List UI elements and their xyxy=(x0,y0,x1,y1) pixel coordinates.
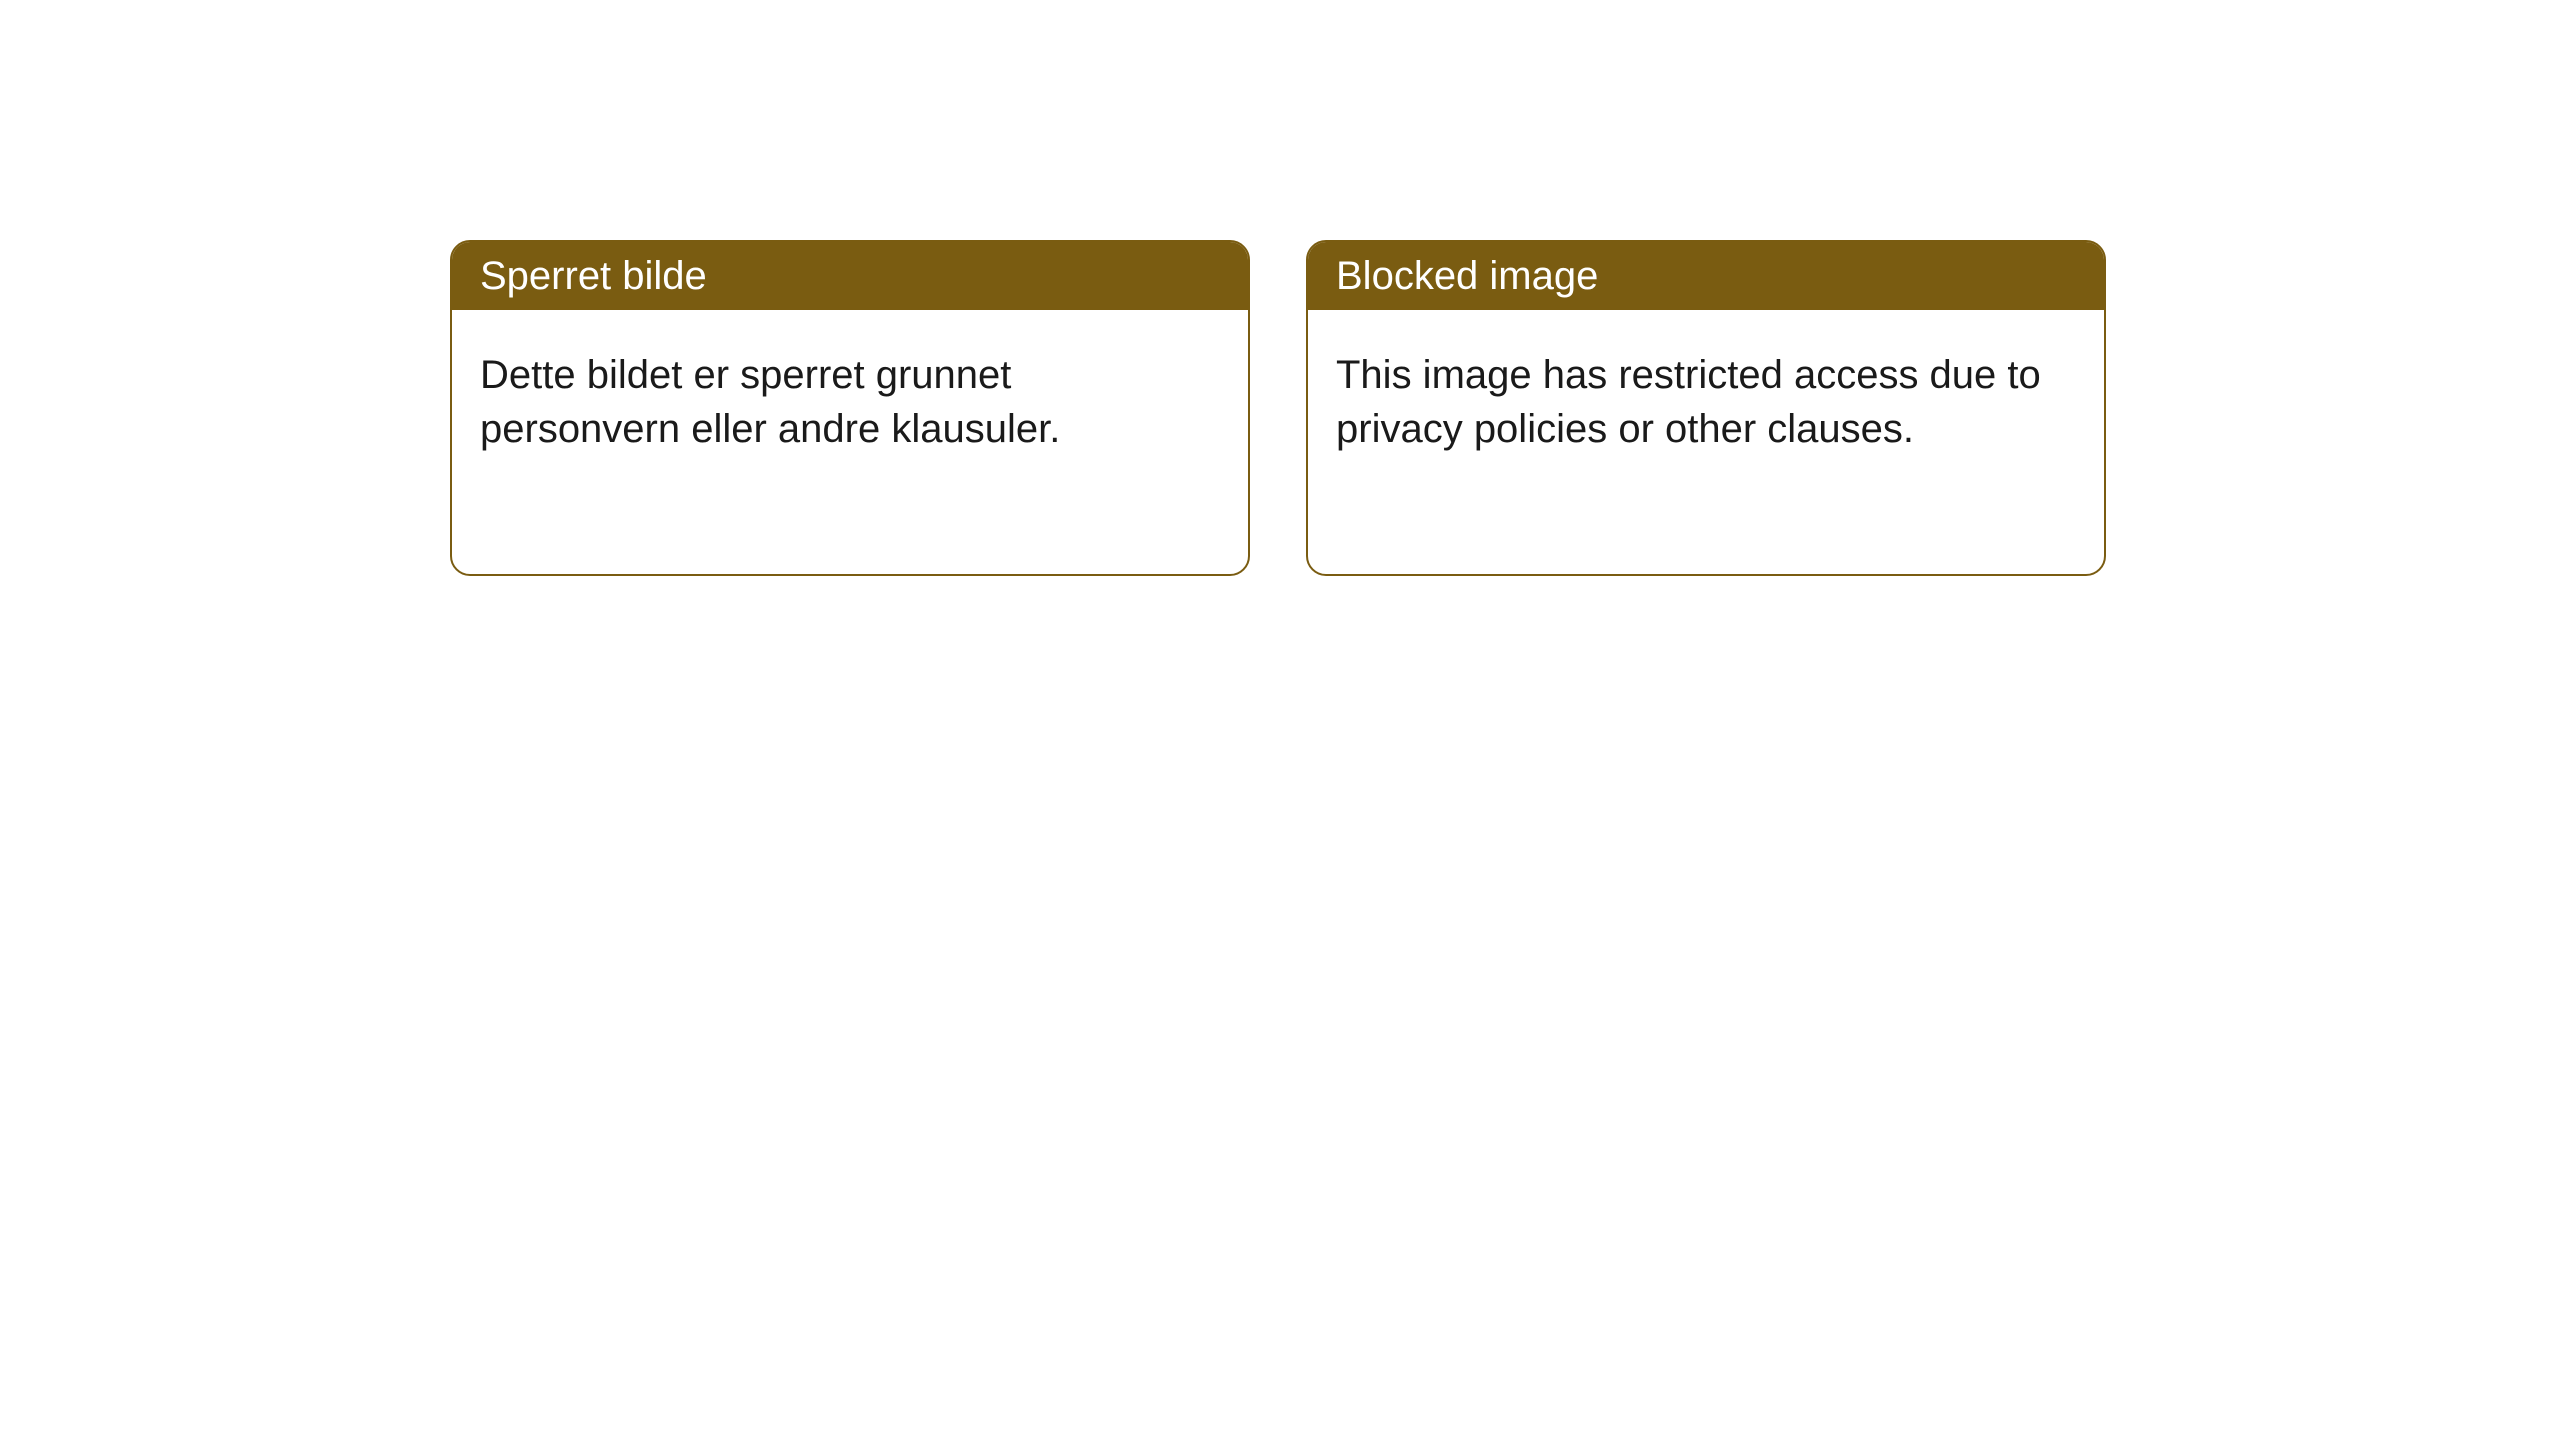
notice-title: Blocked image xyxy=(1308,242,2104,310)
notice-body-text: Dette bildet er sperret grunnet personve… xyxy=(452,310,1248,494)
notice-title: Sperret bilde xyxy=(452,242,1248,310)
notice-body-text: This image has restricted access due to … xyxy=(1308,310,2104,494)
notice-container: Sperret bilde Dette bildet er sperret gr… xyxy=(450,240,2106,576)
notice-card-norwegian: Sperret bilde Dette bildet er sperret gr… xyxy=(450,240,1250,576)
notice-card-english: Blocked image This image has restricted … xyxy=(1306,240,2106,576)
